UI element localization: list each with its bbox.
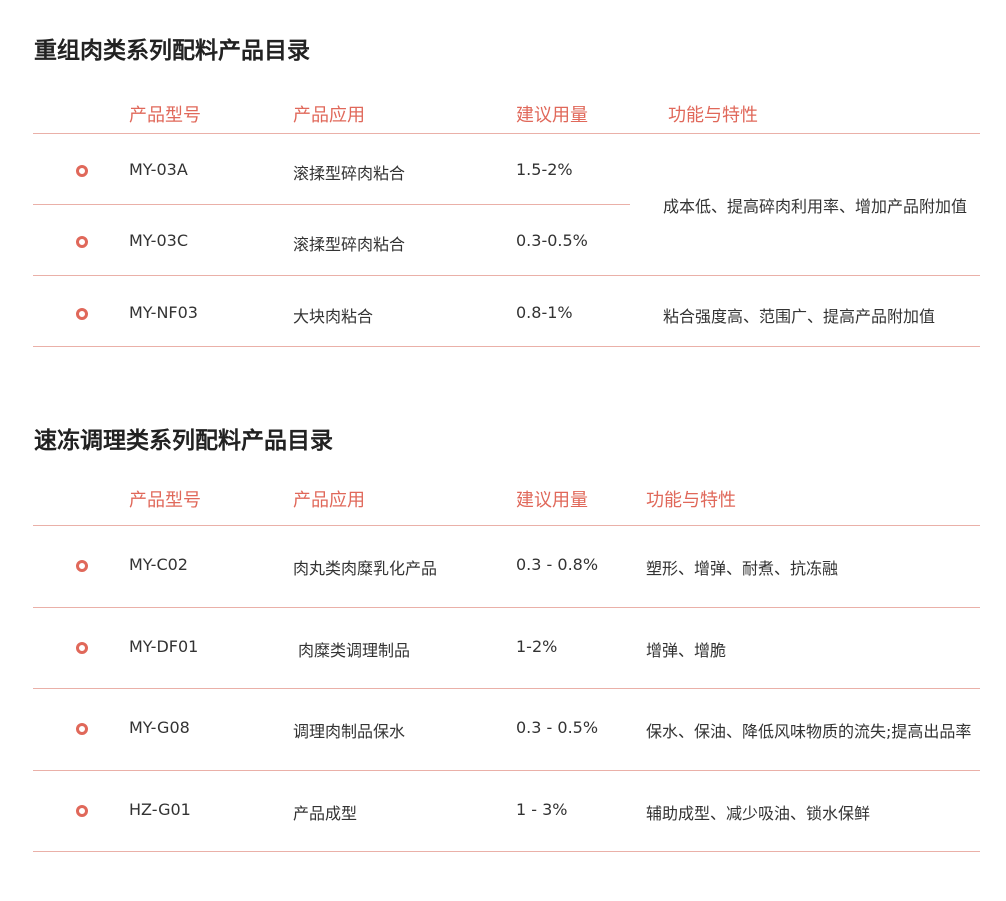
application: 产品成型 [293, 803, 358, 823]
divider [33, 525, 980, 526]
bullet-icon [76, 641, 88, 654]
bullet-icon [76, 723, 88, 735]
bullet-icon [76, 560, 88, 572]
dosage: 0.3 - 0.5% [516, 718, 599, 737]
divider [33, 607, 980, 608]
feature: 保水、保油、降低风味物质的流失;提高出品率 [646, 722, 972, 741]
feature: 增弹、增脆 [646, 640, 727, 660]
header-model: 产品型号 [129, 490, 201, 511]
application: 大块肉粘合 [293, 307, 374, 326]
feature: 塑形、增弹、耐煮、抗冻融 [646, 559, 839, 578]
bullet-icon [76, 804, 88, 817]
model: MY-G08 [129, 718, 190, 737]
divider [33, 133, 980, 134]
application: 滚揉型碎肉粘合 [293, 235, 406, 254]
header-feature: 功能与特性 [646, 490, 736, 511]
feature: 粘合强度高、范围广、提高产品附加值 [663, 307, 936, 326]
feature: 辅助成型、减少吸油、锁水保鲜 [646, 803, 871, 823]
dosage: 0.8-1% [516, 303, 573, 322]
divider [33, 688, 980, 689]
header-dosage: 建议用量 [516, 105, 588, 126]
application: 肉糜类调理制品 [298, 640, 411, 660]
model: MY-C02 [129, 555, 188, 574]
header-application: 产品应用 [293, 105, 365, 126]
dosage: 1.5-2% [516, 160, 573, 179]
dosage: 1 - 3% [516, 799, 568, 819]
dosage: 0.3-0.5% [516, 231, 588, 250]
application: 滚揉型碎肉粘合 [293, 164, 406, 183]
application: 调理肉制品保水 [293, 722, 406, 741]
model: MY-03A [129, 160, 188, 179]
header-feature: 功能与特性 [668, 105, 758, 126]
model: MY-03C [129, 231, 188, 250]
merged-feature: 成本低、提高碎肉利用率、增加产品附加值 [663, 197, 968, 216]
bullet-icon [76, 308, 88, 320]
divider [33, 770, 980, 771]
header-application: 产品应用 [293, 490, 365, 511]
dosage: 0.3 - 0.8% [516, 555, 599, 574]
model: HZ-G01 [129, 799, 191, 819]
divider [33, 275, 980, 276]
header-dosage: 建议用量 [516, 490, 588, 511]
section-title: 速冻调理类系列配料产品目录 [34, 428, 333, 454]
divider [33, 851, 980, 852]
application: 肉丸类肉糜乳化产品 [293, 559, 438, 578]
divider [33, 204, 630, 205]
dosage: 1-2% [516, 636, 558, 656]
header-model: 产品型号 [129, 105, 201, 126]
bullet-icon [76, 165, 88, 177]
section-title: 重组肉类系列配料产品目录 [34, 38, 310, 64]
model: MY-NF03 [129, 303, 198, 322]
bullet-icon [76, 236, 88, 248]
divider [33, 346, 980, 347]
model: MY-DF01 [129, 636, 199, 656]
